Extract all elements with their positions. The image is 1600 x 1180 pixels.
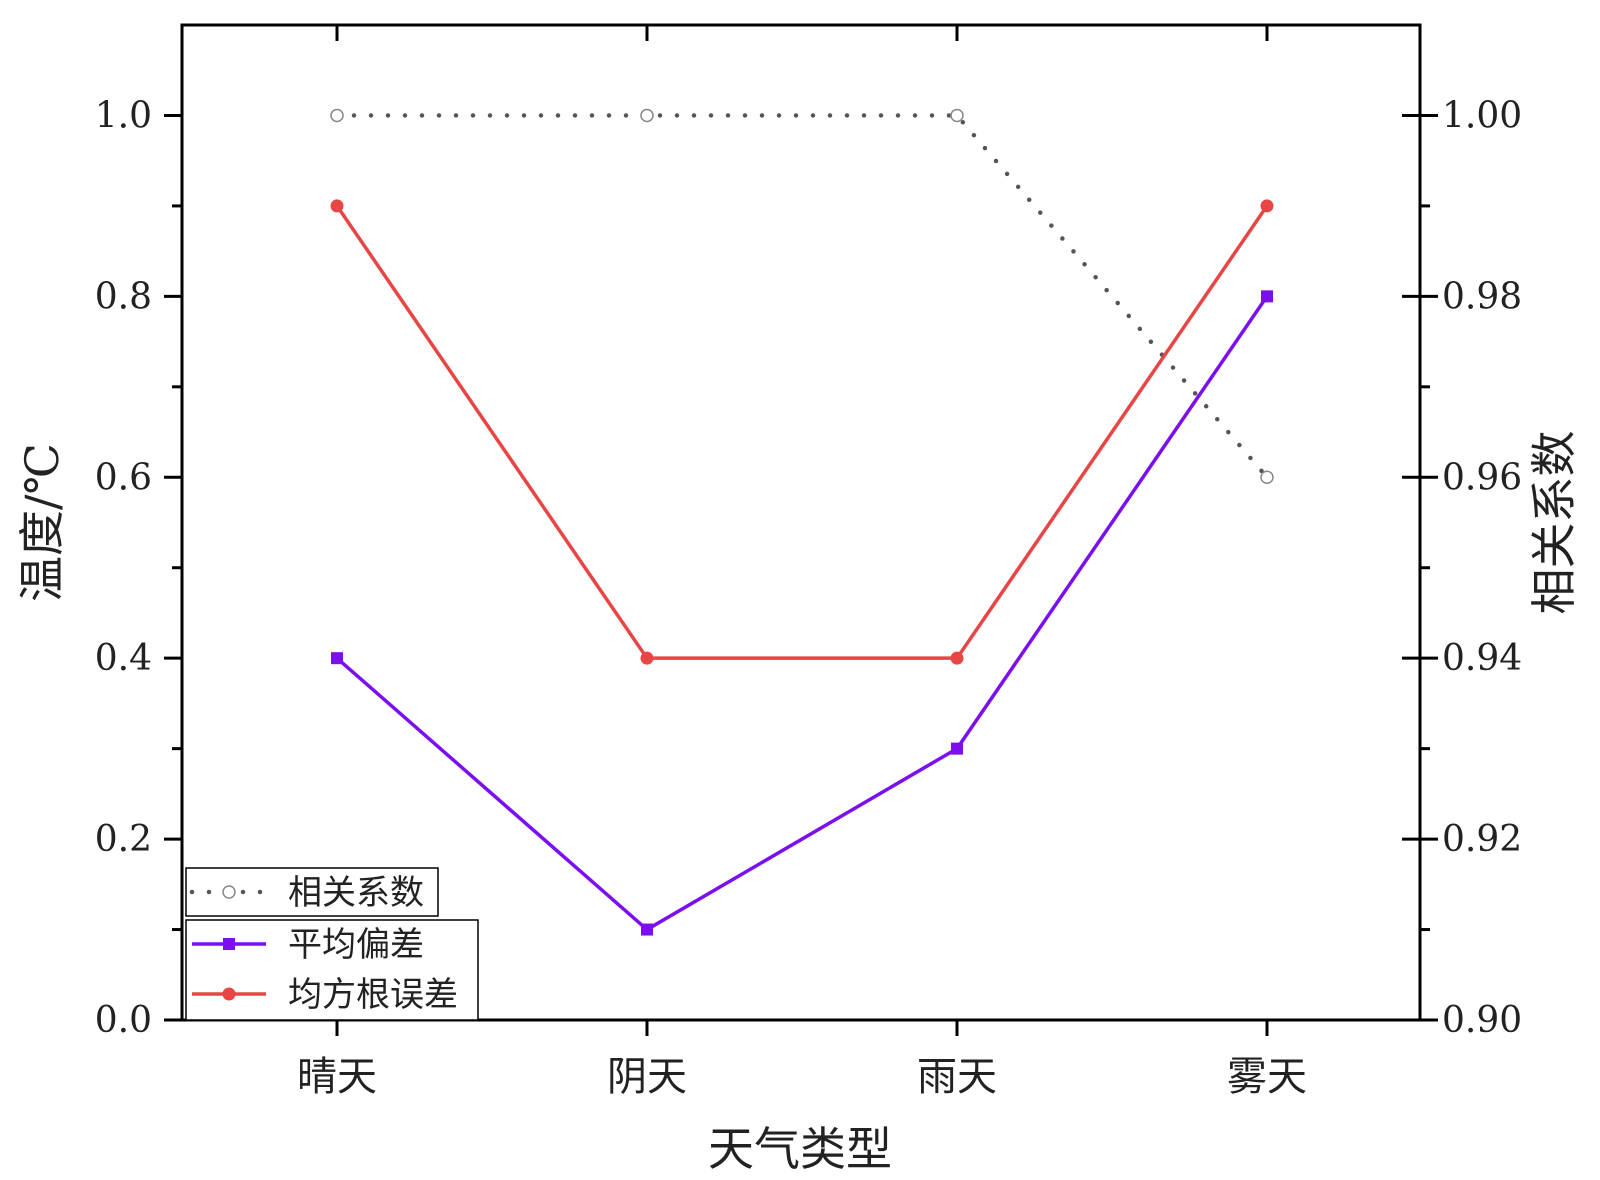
data-point [950,108,964,123]
series-layer [330,108,1274,936]
x-tick-label: 雨天 [917,1054,997,1100]
y-right-tick-label: 0.90 [1442,1000,1522,1041]
data-point [1260,199,1274,213]
legend-marker [223,938,235,950]
x-axis-title: 天气类型 [708,1122,892,1176]
legend-item: 相关系数 [189,873,424,913]
series-line [334,113,1270,480]
series-2 [330,199,1274,665]
y-left-tick-label: 0.8 [95,276,152,317]
x-tick-label: 晴天 [297,1054,377,1100]
legend-marker [222,885,236,899]
legend-item: 平均偏差 [192,925,424,965]
y-left-tick-label: 0.4 [95,638,152,679]
data-point [950,651,964,665]
y-right-tick-label: 0.92 [1442,819,1522,860]
data-point [330,108,344,123]
x-tick-label: 阴天 [607,1054,687,1100]
legend-label: 相关系数 [288,873,424,913]
y-left-tick-label: 0.0 [95,1000,152,1041]
y-axis-left-title: 温度/℃ [15,443,69,602]
series-0 [330,108,1274,485]
legend-marker [222,987,236,1001]
series-1 [331,290,1273,936]
y-left-tick-label: 0.2 [95,819,152,860]
y-axis-right-title: 相关系数 [1527,431,1581,615]
x-tick-label: 雾天 [1227,1054,1307,1100]
data-point [331,652,343,665]
legend-box [185,919,479,1021]
legend-item: 均方根误差 [192,975,458,1015]
y-left-tick-label: 1.0 [95,95,152,136]
data-point [640,108,654,123]
data-point [640,651,654,665]
y-right-tick-label: 0.96 [1442,457,1522,498]
legend-label: 均方根误差 [288,975,458,1015]
data-point [1261,290,1273,303]
y-right-tick-label: 1.00 [1442,95,1522,136]
data-point [641,923,653,936]
plot-frame [180,23,1422,1022]
data-point [951,742,963,755]
y-right-tick-label: 0.94 [1442,638,1522,679]
y-left-tick-label: 0.6 [95,457,152,498]
series-line [335,295,1269,932]
data-point [330,199,344,213]
axes: 0.0 0.2 0.4 0.6 0.8 1.0 0.90 0.92 0.94 0.96 0.98 1.… [95,23,1522,1100]
series-line [335,204,1269,660]
y-right-tick-label: 0.98 [1442,276,1522,317]
legend-label: 平均偏差 [288,925,424,965]
data-point [1260,470,1274,485]
